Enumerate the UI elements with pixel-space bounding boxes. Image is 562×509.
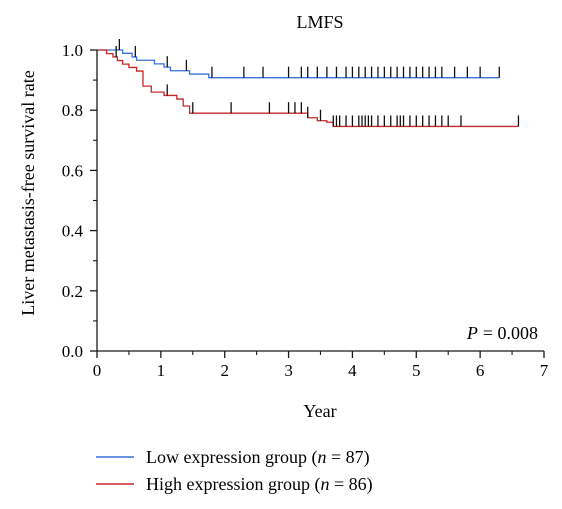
p-value-text: = 0.008	[483, 323, 538, 343]
legend-name: Low expression group (	[146, 447, 317, 468]
legend-count: = 86)	[329, 474, 372, 495]
p-value-symbol: P	[466, 323, 478, 343]
legend-n-symbol: n	[320, 474, 329, 494]
x-tick-label: 3	[284, 361, 293, 380]
legend-name: High expression group (	[146, 474, 320, 495]
y-tick-label: 0.8	[62, 101, 83, 120]
x-tick-label: 5	[412, 361, 421, 380]
series-line-low	[97, 49, 500, 79]
x-tick-label: 2	[220, 361, 229, 380]
x-tick-label: 6	[476, 361, 485, 380]
axes: 0 1 2 3 4 5 6 7 0.0 0.2 0.4 0.6 0.8 1.0	[62, 41, 549, 380]
y-tick-label: 1.0	[62, 41, 83, 60]
series-line-high	[97, 49, 519, 128]
legend-count: = 87)	[326, 447, 369, 468]
x-tick-label: 0	[93, 361, 102, 380]
x-tick-label: 1	[157, 361, 166, 380]
x-tick-label: 4	[348, 361, 357, 380]
legend-n-symbol: n	[317, 447, 326, 467]
y-tick-label: 0.6	[62, 161, 83, 180]
legend-label-low: Low expression group (n = 87)	[146, 447, 370, 468]
y-tick-label: 0.0	[62, 342, 83, 361]
y-axis-label: Liver metastasis-free survival rate	[18, 70, 38, 315]
p-value-annotation: P = 0.008	[466, 323, 538, 343]
legend-label-high: High expression group (n = 86)	[146, 474, 373, 495]
y-tick-label: 0.4	[62, 222, 84, 241]
plot-area	[97, 39, 520, 128]
y-tick-label: 0.2	[62, 282, 83, 301]
x-axis-label: Year	[303, 401, 336, 421]
legend: Low expression group (n = 87) High expres…	[96, 447, 373, 495]
x-tick-label: 7	[540, 361, 549, 380]
chart-title: LMFS	[296, 12, 343, 32]
